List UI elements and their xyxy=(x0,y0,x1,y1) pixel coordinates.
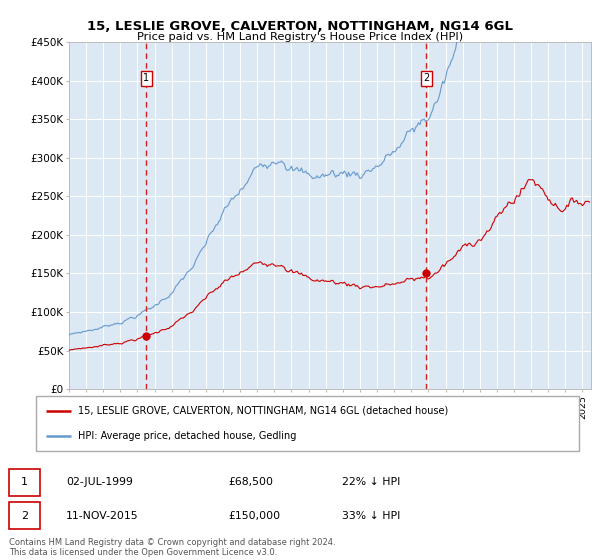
Text: 1: 1 xyxy=(21,477,28,487)
Text: 11-NOV-2015: 11-NOV-2015 xyxy=(66,511,139,521)
Text: 2: 2 xyxy=(21,511,28,521)
Text: Price paid vs. HM Land Registry's House Price Index (HPI): Price paid vs. HM Land Registry's House … xyxy=(137,32,463,43)
Text: 02-JUL-1999: 02-JUL-1999 xyxy=(66,477,133,487)
Text: 22% ↓ HPI: 22% ↓ HPI xyxy=(342,477,400,487)
Text: 2: 2 xyxy=(423,73,430,83)
Text: £150,000: £150,000 xyxy=(228,511,280,521)
Text: 1: 1 xyxy=(143,73,149,83)
Text: HPI: Average price, detached house, Gedling: HPI: Average price, detached house, Gedl… xyxy=(79,431,297,441)
Text: 15, LESLIE GROVE, CALVERTON, NOTTINGHAM, NG14 6GL: 15, LESLIE GROVE, CALVERTON, NOTTINGHAM,… xyxy=(87,20,513,32)
Text: Contains HM Land Registry data © Crown copyright and database right 2024.
This d: Contains HM Land Registry data © Crown c… xyxy=(9,538,335,557)
Text: £68,500: £68,500 xyxy=(228,477,273,487)
Text: 33% ↓ HPI: 33% ↓ HPI xyxy=(342,511,400,521)
Text: 15, LESLIE GROVE, CALVERTON, NOTTINGHAM, NG14 6GL (detached house): 15, LESLIE GROVE, CALVERTON, NOTTINGHAM,… xyxy=(79,406,449,416)
